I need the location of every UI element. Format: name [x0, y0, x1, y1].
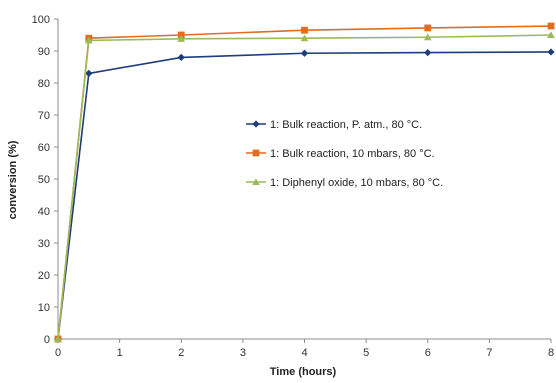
data-point: [424, 49, 432, 57]
data-point: [424, 24, 432, 32]
data-point: [547, 22, 555, 30]
series-3: [54, 31, 555, 343]
legend-item: 1: Bulk reaction, 10 mbars, 80 °C.: [246, 148, 435, 160]
legend-label: 1: Diphenyl oxide, 10 mbars, 80 °C.: [270, 177, 443, 189]
axes: 0 10 20 30 40 50 60 70 80 90 100 0 1 2 3 4 5 6 7 8: [32, 14, 554, 359]
series-1: [54, 48, 555, 343]
data-point: [85, 36, 93, 44]
y-tick-label: 50: [38, 174, 50, 186]
data-point: [54, 335, 62, 343]
x-tick-label: 4: [301, 347, 307, 359]
x-tick-label: 5: [363, 347, 369, 359]
x-tick-label: 8: [548, 347, 554, 359]
y-tick-label: 60: [38, 142, 50, 154]
data-point: [423, 33, 432, 41]
data-point: [301, 26, 308, 34]
x-tick-label: 6: [425, 347, 431, 359]
y-tick-label: 70: [38, 110, 50, 122]
series-line: [57, 51, 552, 340]
y-tick-label: 80: [38, 78, 50, 90]
series-line: [57, 34, 552, 340]
y-tick-label: 0: [44, 334, 50, 346]
x-tick-label: 3: [240, 347, 246, 359]
x-axis-label: Time (hours): [270, 366, 337, 378]
legend-label: 1: Bulk reaction, P. atm., 80 °C.: [270, 119, 422, 131]
y-tick-label: 40: [38, 206, 50, 218]
legend-item: 1: Bulk reaction, P. atm., 80 °C.: [246, 119, 422, 131]
series-layer: [54, 22, 555, 343]
data-point: [85, 69, 93, 77]
legend-marker: [252, 120, 260, 128]
data-point: [177, 35, 186, 42]
y-axis-label: conversion (%): [7, 140, 19, 219]
legend-marker: [252, 149, 260, 157]
legend-label: 1: Bulk reaction, 10 mbars, 80 °C.: [270, 148, 435, 160]
data-point: [177, 31, 185, 39]
legend-item: 1: Diphenyl oxide, 10 mbars, 80 °C.: [246, 177, 443, 189]
x-tick-label: 2: [178, 347, 184, 359]
data-point: [300, 34, 309, 42]
y-tick-label: 10: [38, 302, 50, 314]
y-tick-label: 90: [38, 46, 50, 58]
legend: 1: Bulk reaction, P. atm., 80 °C. 1: Bulk…: [246, 119, 443, 189]
x-tick-label: 1: [117, 347, 123, 359]
y-tick-label: 30: [38, 238, 50, 250]
data-point: [177, 53, 185, 61]
data-point: [547, 48, 555, 56]
legend-marker: [252, 178, 260, 186]
y-tick-label: 20: [38, 270, 50, 282]
x-tick-label: 0: [55, 347, 61, 359]
data-point: [547, 31, 555, 39]
data-point: [300, 49, 309, 57]
x-tick-label: 7: [486, 347, 492, 359]
y-tick-label: 100: [32, 14, 50, 26]
